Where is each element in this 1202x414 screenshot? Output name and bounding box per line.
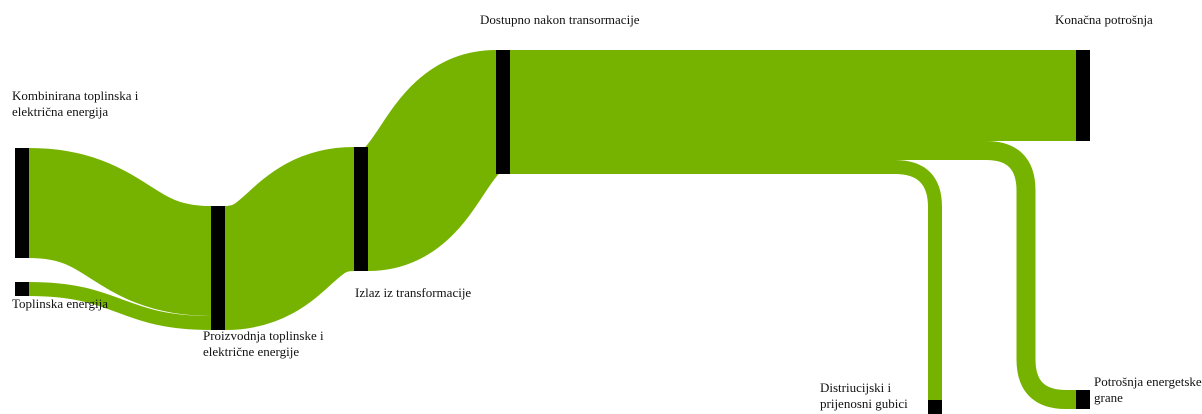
node (15, 148, 29, 258)
link (359, 50, 505, 271)
node (211, 206, 225, 330)
node (1076, 50, 1090, 141)
node-label: Izlaz iz transformacije (355, 285, 472, 300)
node-label: Distriucijski i prijenosni gubici (820, 380, 908, 411)
link (510, 160, 942, 400)
node-label: Dostupno nakon transormacije (480, 12, 640, 27)
node (354, 147, 368, 271)
node-label: Konačna potrošnja (1055, 12, 1153, 27)
node (496, 50, 510, 174)
node (15, 282, 29, 296)
node-label: Kombinirana toplinska i električna energ… (12, 88, 139, 119)
node-label: Toplinska energija (12, 296, 108, 311)
node-label: Proizvodnja toplinske i električne energ… (203, 328, 324, 359)
link (510, 141, 1076, 409)
node (928, 400, 942, 414)
link (221, 147, 358, 330)
node-label: Potrošnja energetske grane (1094, 374, 1202, 405)
link (27, 148, 213, 316)
node (1076, 390, 1090, 409)
link (28, 282, 212, 330)
